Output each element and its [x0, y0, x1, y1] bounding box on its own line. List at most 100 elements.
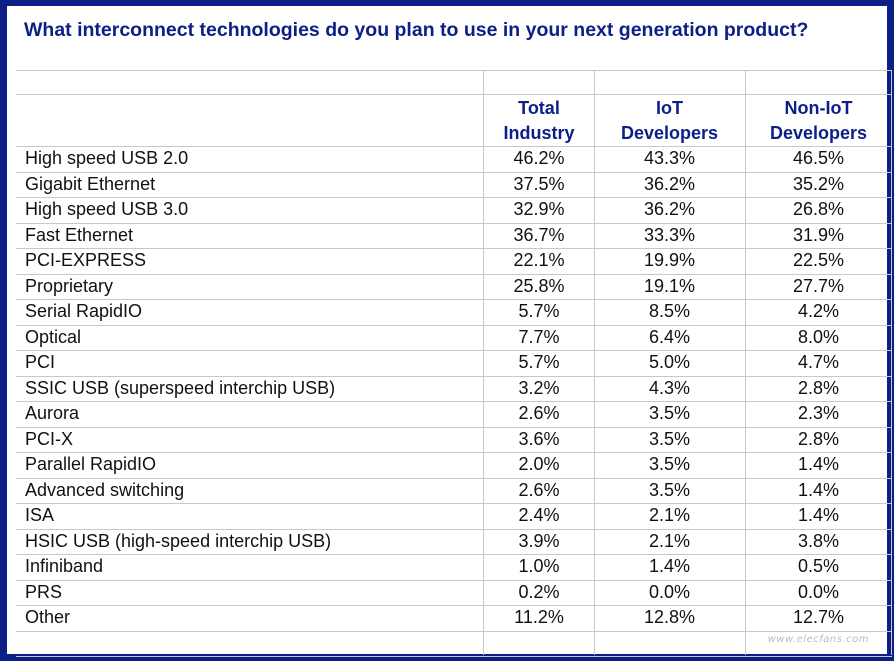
- cell-iot-developers: 4.3%: [648, 377, 691, 398]
- grid-hline: [16, 529, 892, 530]
- row-label: HSIC USB (high-speed interchip USB): [25, 530, 332, 551]
- grid-hline: [16, 197, 892, 198]
- row-label: Serial RapidIO: [25, 301, 143, 321]
- grid-hline: [16, 94, 892, 95]
- grid-hline: [16, 554, 892, 555]
- header-noniot-line1: Non-IoT: [784, 98, 853, 118]
- header-iot-line2: Developers: [620, 123, 719, 143]
- row-label: Advanced switching: [25, 479, 185, 500]
- cell-iot-developers: 36.2%: [643, 173, 696, 194]
- cell-total-industry: 5.7%: [518, 301, 560, 321]
- cell-iot-developers: 2.1%: [648, 530, 691, 551]
- cell-iot-developers: 3.5%: [648, 428, 691, 449]
- table-row: HSIC USB (high-speed interchip USB) 3.9% 2…: [16, 529, 892, 555]
- cell-noniot-developers: 27.7%: [792, 275, 845, 296]
- grid-hline: [16, 401, 892, 402]
- cell-noniot-developers: 2.8%: [797, 428, 840, 449]
- row-label: High speed USB 3.0: [25, 199, 189, 219]
- table-row: High speed USB 3.0 32.9% 36.2% 26.8%: [16, 197, 892, 223]
- header-total-line2: Industry: [503, 123, 575, 143]
- table-row: PCI 5.7% 5.0% 4.7%: [16, 350, 892, 376]
- cell-iot-developers: 0.0%: [648, 581, 691, 602]
- grid-hline: [16, 299, 892, 300]
- cell-total-industry: 22.1%: [513, 250, 565, 270]
- row-label: Proprietary: [25, 275, 114, 296]
- table-row: Proprietary 25.8% 19.1% 27.7%: [16, 274, 892, 300]
- row-label: High speed USB 2.0: [25, 148, 189, 168]
- cell-iot-developers: 33.3%: [643, 224, 696, 245]
- row-label: Gigabit Ethernet: [25, 173, 156, 194]
- cell-total-industry: 2.0%: [518, 454, 560, 474]
- cell-total-industry: 11.2%: [514, 607, 564, 627]
- cell-total-industry: 37.5%: [513, 173, 565, 194]
- cell-iot-developers: 36.2%: [643, 199, 696, 219]
- cell-total-industry: 2.6%: [518, 403, 560, 423]
- cell-noniot-developers: 0.0%: [797, 581, 840, 602]
- cell-noniot-developers: 8.0%: [797, 326, 840, 347]
- grid-hline: [16, 223, 892, 224]
- cell-iot-developers: 6.4%: [648, 326, 691, 347]
- header-noniot-line2: Developers: [769, 123, 868, 143]
- table-title: What interconnect technologies do you pl…: [24, 19, 809, 41]
- cell-noniot-developers: 12.7%: [792, 607, 845, 627]
- cell-noniot-developers: 26.8%: [792, 199, 845, 219]
- grid-hline: [16, 70, 892, 71]
- cell-iot-developers: 19.9%: [643, 250, 696, 270]
- watermark-text: www.elecfans.com: [767, 634, 869, 645]
- cell-total-industry: 7.7%: [518, 326, 560, 347]
- table-row: Serial RapidIO 5.7% 8.5% 4.2%: [16, 299, 892, 325]
- grid-vline: [745, 70, 746, 655]
- grid-vline: [483, 70, 484, 655]
- cell-total-industry: 5.7%: [518, 352, 560, 372]
- header-total-industry: Total Industry: [483, 96, 595, 146]
- grid-hline: [16, 656, 892, 657]
- grid-hline: [16, 172, 892, 173]
- row-label: Infiniband: [25, 556, 104, 576]
- table-row: High speed USB 2.0 46.2% 43.3% 46.5%: [16, 146, 892, 172]
- cell-iot-developers: 12.8%: [643, 607, 696, 627]
- row-label: Aurora: [25, 403, 80, 423]
- cell-noniot-developers: 46.5%: [792, 148, 845, 168]
- table-row: PCI-X 3.6% 3.5% 2.8%: [16, 427, 892, 453]
- table-row: Infiniband 1.0% 1.4% 0.5%: [16, 554, 892, 580]
- header-noniot-developers: Non-IoT Developers: [745, 96, 892, 146]
- cell-noniot-developers: 2.3%: [797, 403, 840, 423]
- grid-hline: [16, 503, 892, 504]
- grid-hline: [16, 376, 892, 377]
- cell-iot-developers: 3.5%: [648, 454, 691, 474]
- row-label: PRS: [25, 581, 63, 602]
- cell-noniot-developers: 2.8%: [797, 377, 840, 398]
- cell-noniot-developers: 31.9%: [792, 224, 845, 245]
- grid-hline: [16, 350, 892, 351]
- cell-iot-developers: 19.1%: [643, 275, 696, 296]
- cell-iot-developers: 3.5%: [648, 479, 691, 500]
- cell-total-industry: 3.6%: [518, 428, 560, 449]
- grid-hline: [16, 580, 892, 581]
- grid-vline: [891, 70, 892, 655]
- cell-iot-developers: 3.5%: [648, 403, 691, 423]
- table-row: Aurora 2.6% 3.5% 2.3%: [16, 401, 892, 427]
- row-label: Parallel RapidIO: [25, 454, 157, 474]
- header-iot-developers: IoT Developers: [594, 96, 745, 146]
- cell-total-industry: 3.9%: [518, 530, 560, 551]
- grid-hline: [16, 605, 892, 606]
- grid-hline: [16, 325, 892, 326]
- cell-noniot-developers: 0.5%: [797, 556, 840, 576]
- cell-total-industry: 1.0%: [518, 556, 560, 576]
- grid-hline: [16, 631, 892, 632]
- cell-iot-developers: 8.5%: [648, 301, 691, 321]
- row-label: SSIC USB (superspeed interchip USB): [25, 377, 336, 398]
- table-row: Other 11.2% 12.8% 12.7%: [16, 605, 892, 631]
- header-total-line1: Total: [518, 98, 560, 118]
- cell-total-industry: 25.8%: [513, 275, 565, 296]
- row-label: ISA: [25, 505, 55, 525]
- survey-table: Total Industry IoT Developers Non-IoT De…: [16, 70, 892, 657]
- table-row: SSIC USB (superspeed interchip USB) 3.2% 4…: [16, 376, 892, 402]
- table-row: Fast Ethernet 36.7% 33.3% 31.9%: [16, 223, 892, 249]
- table-row: PRS 0.2% 0.0% 0.0%: [16, 580, 892, 606]
- cell-noniot-developers: 4.2%: [797, 301, 840, 321]
- cell-total-industry: 3.2%: [518, 377, 560, 398]
- cell-iot-developers: 2.1%: [648, 505, 691, 525]
- grid-hline: [16, 274, 892, 275]
